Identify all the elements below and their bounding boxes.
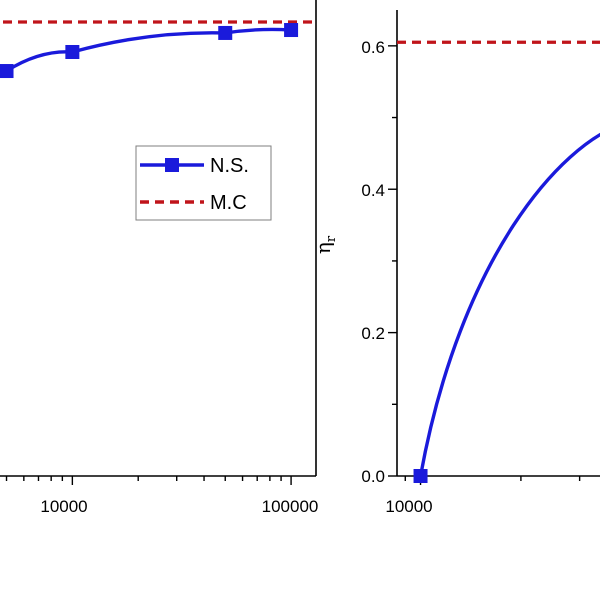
- right-y-tick-label-0.0: 0.0: [361, 467, 385, 486]
- legend-box: [135, 145, 272, 221]
- left-ns-point-1: [65, 44, 80, 59]
- left-x-tick-label-100000: 100000: [262, 497, 319, 516]
- left-ns-point-3: [284, 23, 299, 38]
- left-ns-point-2: [218, 25, 233, 40]
- left-ns-curve: [5, 27, 292, 73]
- left-panel: 10000 100000 N.S. M.C: [0, 0, 318, 516]
- right-ticks: [388, 45, 581, 485]
- right-panel: 0.6 0.4 0.2 0.0 10000 ηr: [311, 10, 600, 516]
- left-x-tick-label-10000: 10000: [40, 497, 87, 516]
- right-x-tick-label-10000: 10000: [385, 497, 432, 516]
- left-ns-point-0: [0, 64, 14, 79]
- right-series-layer: [397, 40, 600, 483]
- right-y-tick-label-0.2: 0.2: [361, 324, 385, 343]
- right-y-axis-label: ηr: [311, 235, 339, 254]
- legend-ns-label: N.S.: [210, 155, 249, 177]
- right-y-tick-label-0.4: 0.4: [361, 181, 385, 200]
- right-y-axis-label-sub: r: [324, 235, 339, 242]
- right-y-tick-label-0.6: 0.6: [361, 38, 385, 57]
- left-x-ticks: [5, 476, 292, 485]
- right-ns-curve: [418, 132, 600, 477]
- right-ns-point-0: [413, 469, 428, 483]
- legend-ns-marker: [165, 158, 179, 172]
- svg-text:ηr: ηr: [311, 235, 339, 254]
- left-series-layer: [0, 20, 316, 79]
- legend-mc-label: M.C: [210, 192, 247, 214]
- right-y-axis-label-main: η: [311, 242, 335, 254]
- legend: N.S. M.C: [135, 145, 272, 221]
